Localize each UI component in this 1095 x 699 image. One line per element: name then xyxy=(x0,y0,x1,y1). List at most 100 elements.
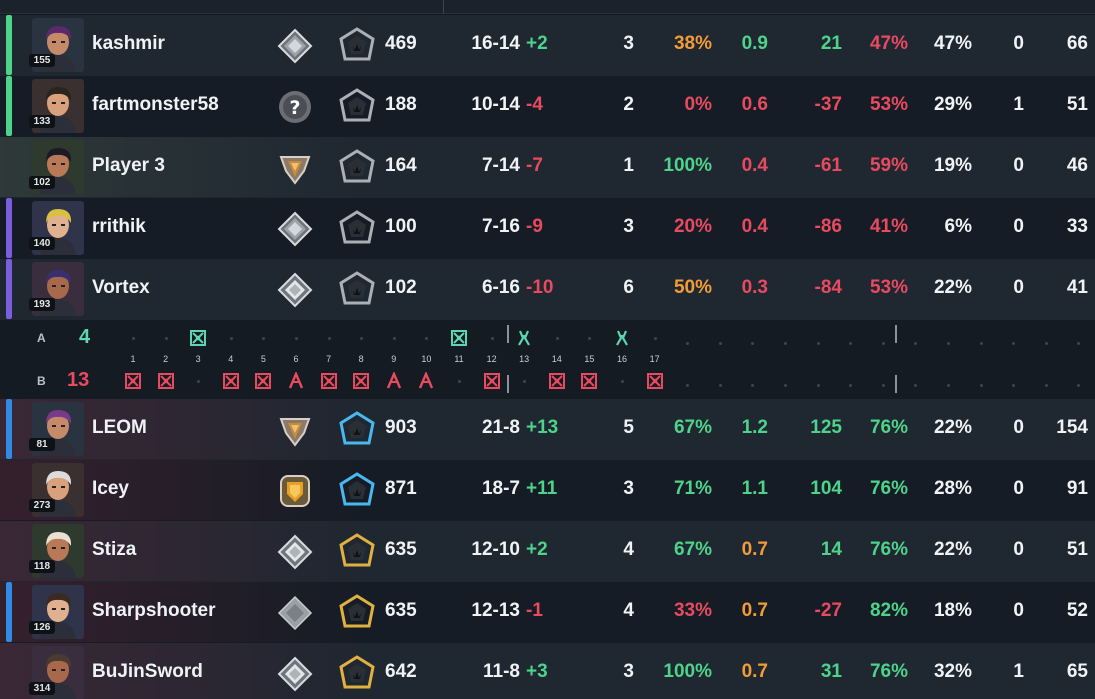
round-win-elimination-icon[interactable] xyxy=(254,372,272,390)
overtime-divider-top xyxy=(895,325,897,343)
player-name[interactable]: Stiza xyxy=(92,539,137,560)
round-win-detonate-icon[interactable] xyxy=(385,372,403,390)
round-win-defuse-icon[interactable] xyxy=(613,329,631,347)
round-win-elimination-icon[interactable] xyxy=(222,372,240,390)
headshot-percent-value: 50% xyxy=(673,277,712,298)
round-win-elimination-icon[interactable] xyxy=(548,372,566,390)
tier-emblem-icon xyxy=(338,472,376,510)
player-row[interactable]: 133 fartmonster58? 188 10-14 -4 2 0% 0.6 -37 53% 2… xyxy=(0,76,1095,137)
damage-delta-value: 125 xyxy=(810,417,842,438)
damage-delta-value: 21 xyxy=(820,33,842,54)
round-win-elimination-icon[interactable] xyxy=(450,329,468,347)
round-empty-marker xyxy=(1044,384,1048,387)
round-empty-marker xyxy=(458,380,461,383)
multikill-value: 0 xyxy=(1013,277,1024,298)
round-empty-marker xyxy=(849,342,853,345)
round-number: 5 xyxy=(260,354,266,364)
round-number: 6 xyxy=(293,354,299,364)
multikill-value: 0 xyxy=(1013,478,1024,499)
player-row[interactable]: 273 Icey 871 18-7 +11 3 71% 1.1 104 76% 28% 0 91 xyxy=(0,460,1095,521)
round-empty-marker xyxy=(555,337,559,340)
player-name[interactable]: Sharpshooter xyxy=(92,600,216,621)
player-name[interactable]: rrithik xyxy=(92,216,146,237)
player-row[interactable]: 118 Stiza 635 12-10 +2 4 67% 0.7 14 76% 22% 0 51 xyxy=(0,521,1095,582)
round-empty-marker xyxy=(686,384,690,387)
player-name[interactable]: LEOM xyxy=(92,417,147,438)
round-empty-marker xyxy=(816,342,820,345)
account-level-badge: 102 xyxy=(29,176,55,189)
round-win-elimination-icon[interactable] xyxy=(580,372,598,390)
player-name[interactable]: fartmonster58 xyxy=(92,94,219,115)
player-name[interactable]: Icey xyxy=(92,478,129,499)
team-b-roster: 81 LEOM 903 21-8 +13 5 67% 1.2 125 76% 22% 0 154 273 I… xyxy=(0,399,1095,699)
round-win-elimination-icon[interactable] xyxy=(646,372,664,390)
gold-rank-icon xyxy=(276,149,314,187)
headshot-percent-value: 100% xyxy=(663,661,712,682)
damage-delta-value: -61 xyxy=(814,155,842,176)
kast-value: 59% xyxy=(869,155,908,176)
player-row[interactable]: 126 Sharpshooter 635 12-13 -1 4 33% 0.7 -27 82% 18… xyxy=(0,582,1095,643)
damage-value: 154 xyxy=(1056,417,1088,438)
player-row[interactable]: 81 LEOM 903 21-8 +13 5 67% 1.2 125 76% 22% 0 154 xyxy=(0,399,1095,460)
round-number: 15 xyxy=(584,354,595,364)
round-empty-marker xyxy=(979,342,983,345)
player-name[interactable]: kashmir xyxy=(92,33,165,54)
round-number: 3 xyxy=(195,354,201,364)
player-row[interactable]: 155 kashmir 469 16-14 +2 3 38% 0.9 21 47% 47% 0 66 xyxy=(0,15,1095,76)
round-number: 2 xyxy=(163,354,169,364)
kast-value: 76% xyxy=(869,417,908,438)
round-win-defuse-icon[interactable] xyxy=(515,329,533,347)
damage-value: 52 xyxy=(1066,600,1088,621)
kills-deaths-value: 12-13 xyxy=(471,600,520,621)
round-empty-marker xyxy=(947,342,950,345)
multikill-value: 0 xyxy=(1013,155,1024,176)
damage-value: 41 xyxy=(1066,277,1088,298)
damage-delta-value: -37 xyxy=(814,94,842,115)
player-name[interactable]: Player 3 xyxy=(92,155,165,176)
first-kills-value: 5 xyxy=(623,417,634,438)
kast-value: 53% xyxy=(869,94,908,115)
tier-emblem-icon xyxy=(338,88,376,126)
round-win-elimination-icon[interactable] xyxy=(124,372,142,390)
round-win-elimination-icon[interactable] xyxy=(483,372,501,390)
kd-ratio-value: 0.4 xyxy=(741,155,768,176)
player-row[interactable]: 140 rrithik 100 7-16 -9 3 20% 0.4 -86 41% 6% 0 33 xyxy=(0,198,1095,259)
acs-value: 642 xyxy=(385,661,417,682)
headshot-percent-value: 0% xyxy=(684,94,712,115)
kd-ratio-value: 1.1 xyxy=(741,478,768,499)
kills-deaths-value: 16-14 xyxy=(471,33,520,54)
tier-emblem-icon xyxy=(338,533,376,571)
round-number: 12 xyxy=(486,354,497,364)
damage-value: 46 xyxy=(1066,155,1088,176)
tier-emblem-icon xyxy=(338,210,376,248)
plus-minus-value: -10 xyxy=(526,277,554,298)
round-empty-marker xyxy=(392,337,396,340)
round-win-detonate-icon[interactable] xyxy=(287,372,305,390)
plus-minus-value: +13 xyxy=(526,417,559,438)
player-row[interactable]: 102 Player 3 164 7-14 -7 1 100% 0.4 -61 59% 19% 0 46 xyxy=(0,137,1095,198)
headshot-percent-value: 33% xyxy=(673,600,712,621)
player-name[interactable]: BuJinSword xyxy=(92,661,203,682)
scoreboard-header xyxy=(0,0,1095,14)
player-row[interactable]: 193 Vortex 102 6-16 -10 6 50% 0.3 -84 53% 22% 0 41 xyxy=(0,259,1095,320)
multikill-value: 0 xyxy=(1013,33,1024,54)
player-row[interactable]: 314 BuJinSword 642 11-8 +3 3 100% 0.7 31 76% 32% 1 6… xyxy=(0,643,1095,699)
round-win-elimination-icon[interactable] xyxy=(320,372,338,390)
kills-deaths-value: 7-16 xyxy=(481,216,520,237)
team-b-label: B xyxy=(37,374,46,388)
player-name[interactable]: Vortex xyxy=(92,277,150,298)
round-win-elimination-icon[interactable] xyxy=(352,372,370,390)
kast-value: 82% xyxy=(869,600,908,621)
platinum-rank-icon xyxy=(276,210,314,248)
round-win-elimination-icon[interactable] xyxy=(157,372,175,390)
multikill-value: 0 xyxy=(1013,417,1024,438)
round-empty-marker xyxy=(588,337,592,340)
account-level-badge: 133 xyxy=(29,115,55,128)
round-number: 10 xyxy=(421,354,432,364)
headshot-percent-value: 100% xyxy=(663,155,712,176)
round-win-elimination-icon[interactable] xyxy=(189,329,207,347)
round-win-detonate-icon[interactable] xyxy=(417,372,435,390)
kast-value: 41% xyxy=(869,216,908,237)
kd-ratio-value: 0.7 xyxy=(741,600,768,621)
plus-minus-value: +2 xyxy=(526,33,548,54)
